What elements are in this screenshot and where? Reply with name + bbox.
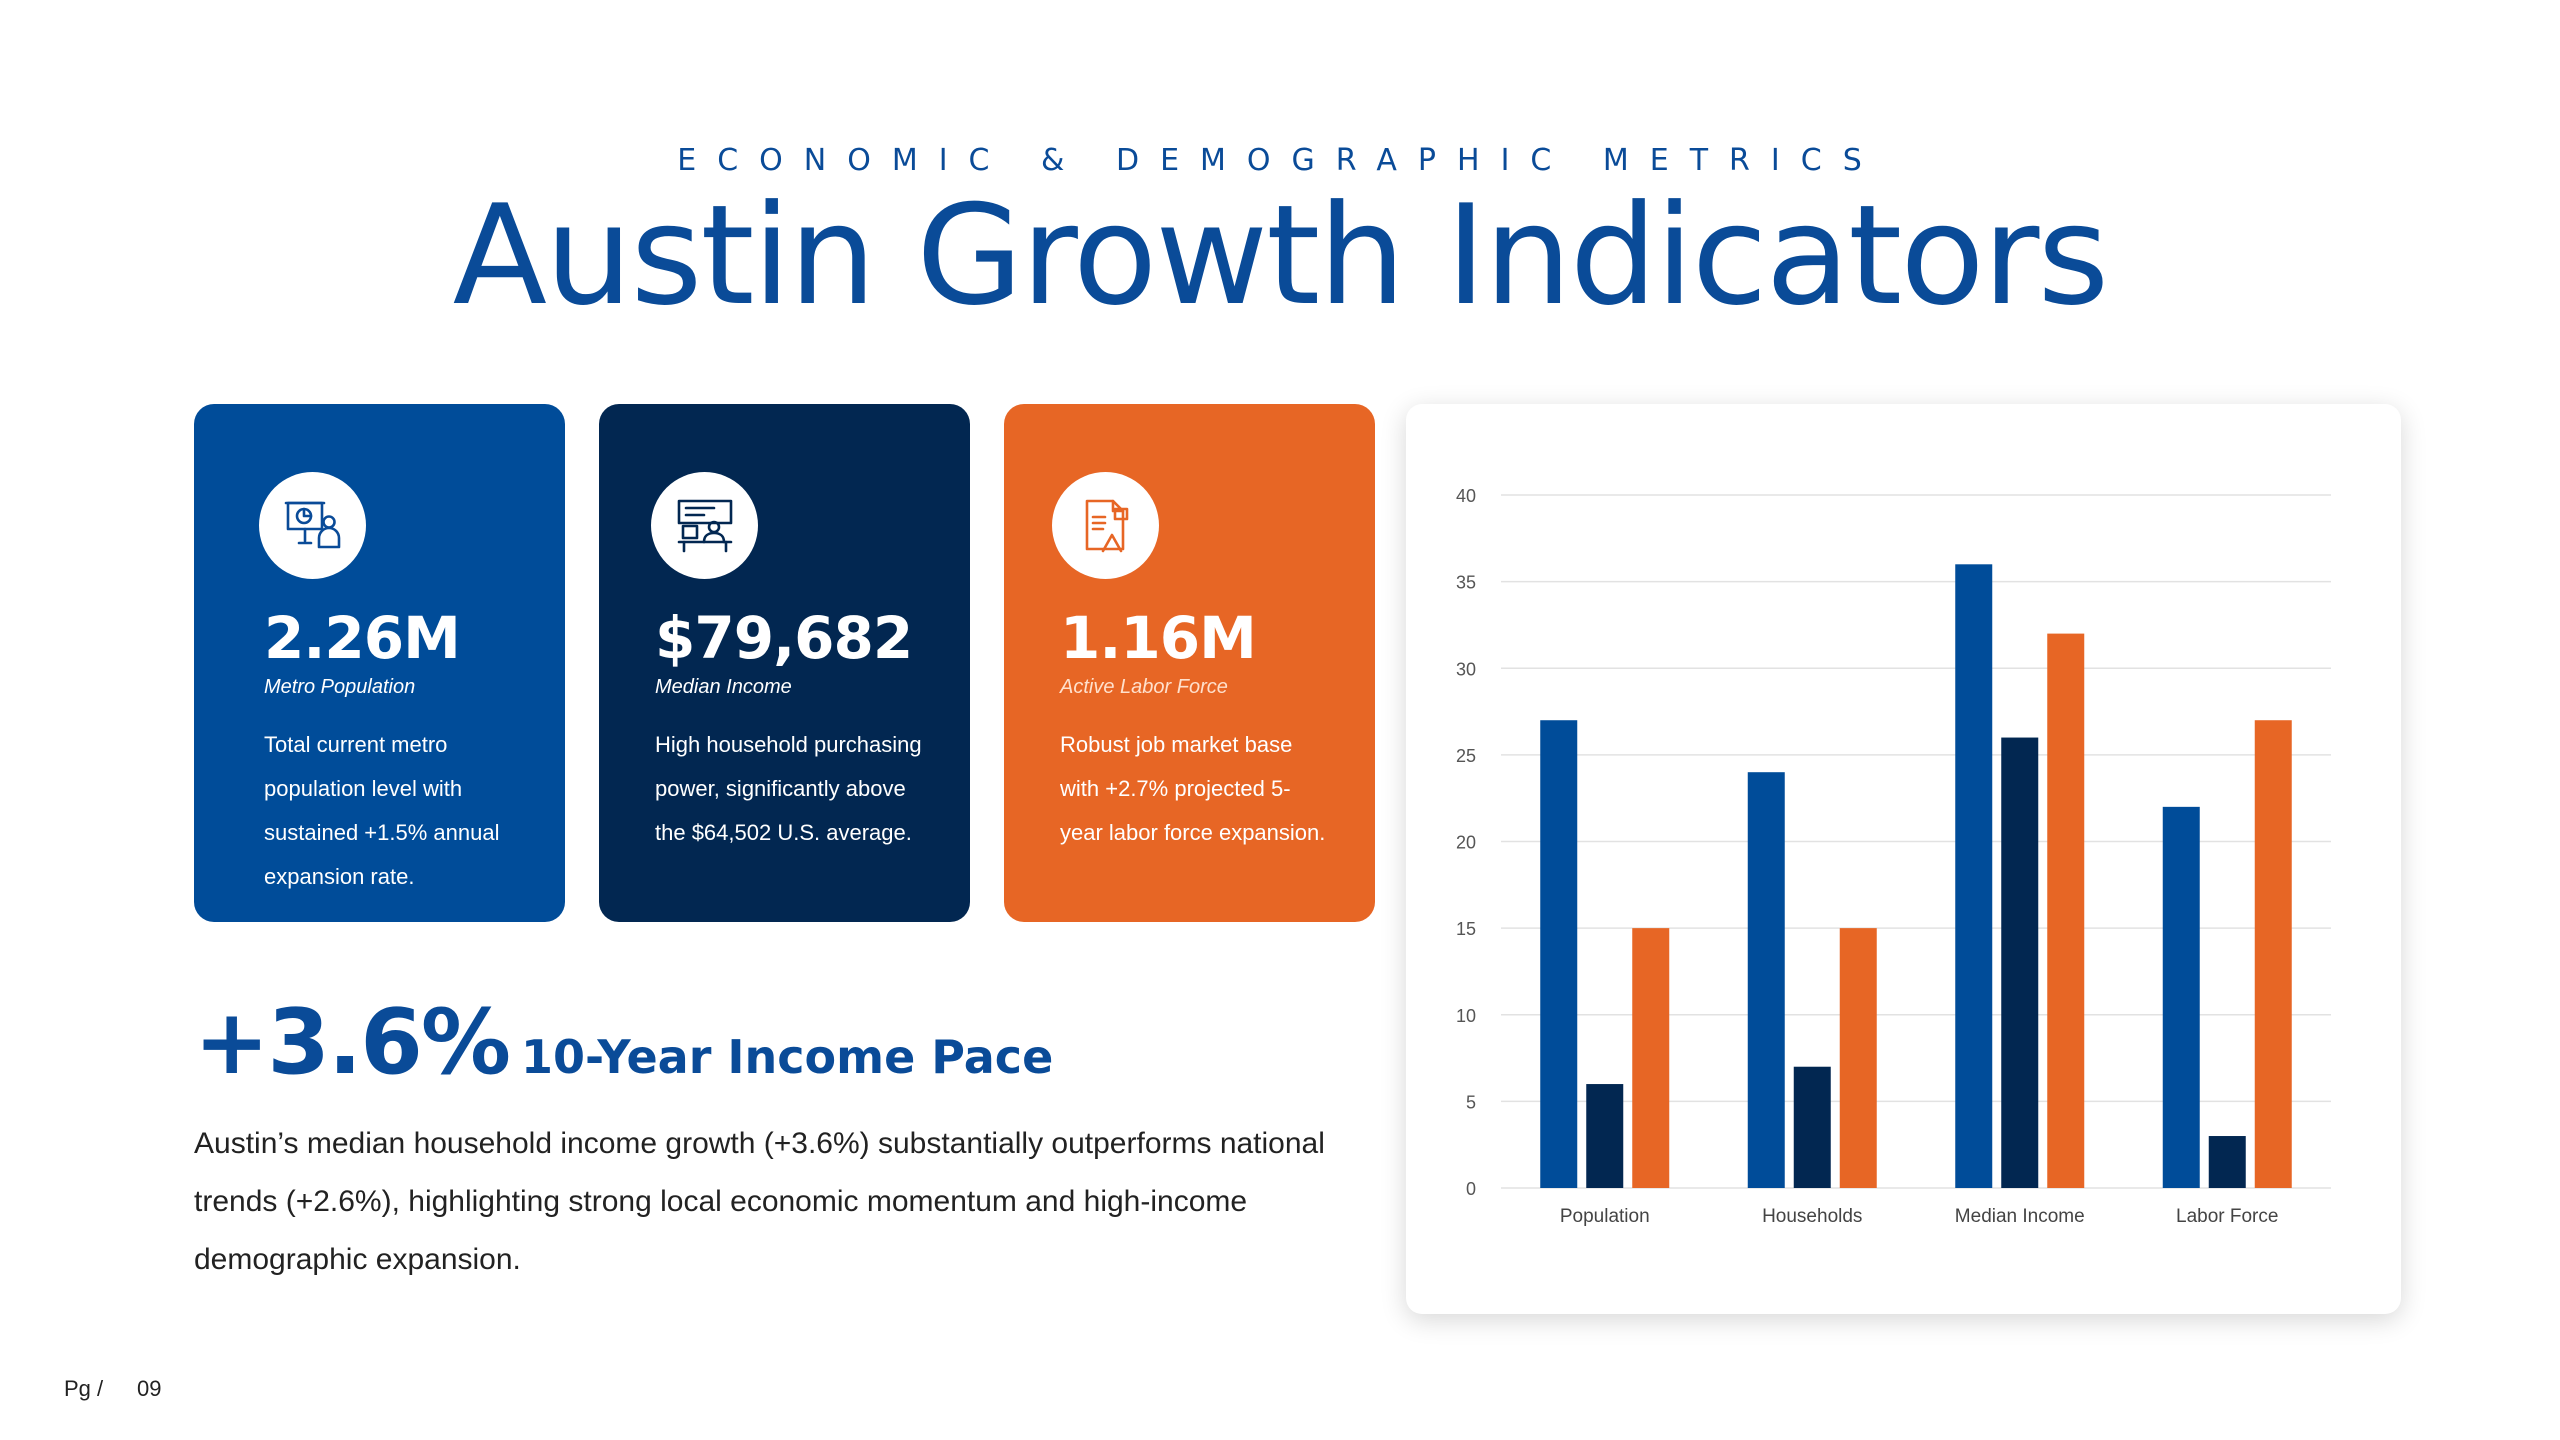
y-tick-label: 15 bbox=[1456, 919, 1476, 939]
bar bbox=[1540, 720, 1578, 1188]
presentation-chart-icon bbox=[259, 472, 366, 579]
y-tick-label: 30 bbox=[1456, 659, 1476, 679]
x-tick-label: Population bbox=[1560, 1206, 1650, 1227]
metric-label: Metro Population bbox=[264, 676, 416, 698]
y-tick-label: 0 bbox=[1466, 1179, 1476, 1199]
bar bbox=[1839, 928, 1877, 1188]
y-tick-label: 35 bbox=[1456, 573, 1476, 593]
bar-chart: 0 5 10 15 20 25 30 35 40 Population Households Medi… bbox=[1456, 486, 2331, 1227]
y-tick-label: 10 bbox=[1456, 1006, 1476, 1026]
metric-label: Active Labor Force bbox=[1060, 676, 1228, 698]
x-tick-label: Median Income bbox=[1955, 1206, 2085, 1227]
eyebrow-heading: ECONOMIC & DEMOGRAPHIC METRICS bbox=[677, 143, 1883, 178]
page-title: Austin Growth Indicators bbox=[452, 175, 2110, 336]
bar bbox=[1747, 772, 1785, 1188]
metric-description: Total current metro population level wit… bbox=[264, 732, 500, 889]
metric-description: Robust job market base with +2.7% projec… bbox=[1060, 732, 1326, 845]
bar bbox=[2162, 806, 2200, 1188]
teacher-screen-icon bbox=[651, 472, 758, 579]
metric-value: 2.26M bbox=[264, 604, 461, 672]
x-tick-label: Households bbox=[1762, 1206, 1862, 1227]
metric-value: 1.16M bbox=[1060, 604, 1257, 672]
y-tick-label: 5 bbox=[1466, 1092, 1476, 1112]
bar bbox=[1793, 1066, 1831, 1188]
bar bbox=[1586, 1084, 1624, 1188]
page-label: Pg / bbox=[64, 1376, 104, 1401]
document-chart-icon bbox=[1052, 472, 1159, 579]
income-paragraph: Austin’s median household income growth … bbox=[194, 1127, 1325, 1276]
bar bbox=[2047, 633, 2085, 1188]
y-tick-label: 25 bbox=[1456, 746, 1476, 766]
metric-label: Median Income bbox=[655, 676, 792, 698]
bar bbox=[1955, 564, 1993, 1188]
metric-card-income: $79,682 Median Income High household pur… bbox=[599, 404, 970, 922]
bar bbox=[1632, 928, 1670, 1188]
y-tick-label: 40 bbox=[1456, 486, 1476, 506]
metric-description: High household purchasing power, signifi… bbox=[655, 732, 922, 845]
bar bbox=[2254, 720, 2292, 1188]
income-pace: +3.6% 10-Year Income Pace bbox=[194, 990, 1053, 1095]
chart-card: 0 5 10 15 20 25 30 35 40 Population Households Medi… bbox=[1406, 404, 2401, 1314]
income-pace-percent: +3.6% bbox=[194, 990, 511, 1095]
metric-value: $79,682 bbox=[655, 604, 913, 672]
bar bbox=[2208, 1136, 2246, 1188]
metric-card-population: 2.26M Metro Population Total current met… bbox=[194, 404, 565, 922]
metric-card-labor: 1.16M Active Labor Force Robust job mark… bbox=[1004, 404, 1375, 922]
y-tick-label: 20 bbox=[1456, 833, 1476, 853]
x-tick-label: Labor Force bbox=[2176, 1206, 2278, 1227]
page-number: 09 bbox=[137, 1376, 162, 1401]
bar bbox=[2001, 737, 2039, 1188]
income-pace-label: 10-Year Income Pace bbox=[521, 1030, 1054, 1084]
